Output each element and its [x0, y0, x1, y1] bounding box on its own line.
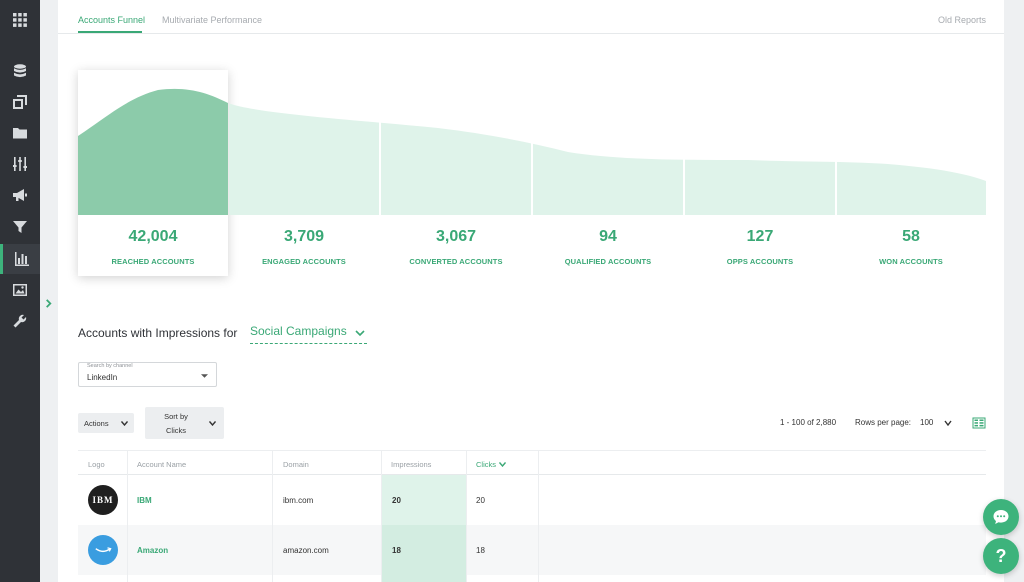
sort-desc-icon — [498, 462, 507, 468]
account-name-link[interactable]: Amazon — [137, 546, 169, 555]
impressions-value: 20 — [392, 496, 401, 505]
stage-value: 3,709 — [283, 228, 325, 245]
stage-engaged[interactable]: 3,709 ENGAGED ACCOUNTS — [229, 228, 379, 266]
actions-button[interactable]: Actions — [78, 413, 134, 433]
column-settings-icon[interactable] — [972, 416, 986, 430]
sliders-icon[interactable] — [0, 149, 40, 179]
chat-button[interactable] — [983, 499, 1019, 535]
stage-value: 94 — [599, 228, 617, 245]
column-header-domain[interactable]: Domain — [283, 460, 309, 469]
tab-bar: Accounts Funnel Multivariate Performance… — [58, 0, 1004, 34]
table-row[interactable]: Amazon amazon.com 18 18 — [78, 525, 986, 575]
account-domain: ibm.com — [283, 496, 314, 505]
column-divider — [127, 450, 128, 582]
funnel-area-chart — [78, 88, 986, 216]
bar-chart-icon[interactable] — [0, 244, 40, 274]
filter-icon[interactable] — [0, 212, 40, 242]
column-header-account-name[interactable]: Account Name — [137, 460, 187, 469]
caret-down-icon — [201, 374, 208, 378]
tab-accounts-funnel[interactable]: Accounts Funnel — [78, 15, 146, 25]
channel-select-caption: Search by channel — [87, 363, 133, 369]
clicks-value: 18 — [476, 546, 485, 555]
table-row[interactable]: IBM IBM ibm.com 20 20 — [78, 475, 986, 525]
sidebar — [0, 0, 40, 582]
channel-select[interactable]: Search by channel LinkedIn — [78, 362, 217, 387]
stage-label: QUALIFIED ACCOUNTS — [564, 257, 652, 266]
stage-value: 42,004 — [128, 228, 178, 245]
stage-label: ENGAGED ACCOUNTS — [262, 257, 346, 266]
account-logo-ibm: IBM — [88, 485, 118, 515]
expand-sidebar-chevron-icon[interactable] — [40, 294, 56, 312]
old-reports-link[interactable]: Old Reports — [937, 15, 986, 25]
column-header-logo: Logo — [88, 460, 105, 469]
tab-multivariate-performance[interactable]: Multivariate Performance — [162, 15, 263, 25]
chevron-down-icon[interactable] — [944, 420, 952, 426]
clicks-value: 20 — [476, 496, 485, 505]
column-divider — [538, 450, 539, 582]
stage-label: WON ACCOUNTS — [879, 257, 943, 266]
accounts-funnel: 42,004 REACHED ACCOUNTS 3,709 ENGAGED AC… — [58, 68, 1004, 280]
column-header-clicks-label: Clicks — [476, 460, 496, 469]
stage-value: 127 — [746, 228, 774, 245]
impressions-value: 18 — [392, 546, 401, 555]
stage-divider — [683, 108, 685, 216]
chat-bubble-icon — [993, 510, 1009, 524]
stage-label: CONVERTED ACCOUNTS — [409, 257, 503, 266]
section-title: Accounts with Impressions for — [78, 326, 238, 340]
campaign-selector[interactable]: Social Campaigns — [250, 324, 367, 344]
active-tab-indicator — [78, 31, 142, 33]
column-divider — [272, 450, 273, 582]
stage-won[interactable]: 58 WON ACCOUNTS — [836, 228, 986, 266]
account-domain: amazon.com — [283, 546, 329, 555]
table-header: Logo Account Name Domain Impressions Cli… — [78, 450, 986, 475]
megaphone-icon[interactable] — [0, 180, 40, 210]
pagination-range: 1 - 100 of 2,880 — [780, 418, 837, 427]
image-icon[interactable] — [0, 275, 40, 305]
rows-per-page-label: Rows per page: — [855, 418, 912, 427]
actions-button-label: Actions — [84, 419, 109, 428]
stage-value: 3,067 — [435, 228, 477, 245]
column-divider — [466, 450, 467, 582]
help-button[interactable]: ? — [983, 538, 1019, 574]
chevron-down-icon — [209, 421, 216, 426]
stage-divider — [531, 108, 533, 216]
stage-reached[interactable]: 42,004 REACHED ACCOUNTS — [78, 228, 228, 266]
stage-qualified[interactable]: 94 QUALIFIED ACCOUNTS — [533, 228, 683, 266]
main-panel: Accounts Funnel Multivariate Performance… — [58, 0, 1004, 582]
stage-divider — [835, 108, 837, 216]
database-icon[interactable] — [0, 56, 40, 86]
amazon-smile-icon — [95, 546, 112, 552]
apps-icon[interactable] — [0, 5, 40, 35]
stage-opps[interactable]: 127 OPPS ACCOUNTS — [685, 228, 835, 266]
stage-label: REACHED ACCOUNTS — [111, 257, 195, 266]
impressions-column-highlight — [381, 525, 466, 582]
folder-icon[interactable] — [0, 118, 40, 148]
funnel-area-unselected — [229, 103, 986, 215]
sort-by-button[interactable]: Sort by Clicks — [145, 407, 224, 439]
channel-select-value: LinkedIn — [87, 373, 118, 382]
account-name-link[interactable]: IBM — [137, 496, 152, 505]
layers-icon[interactable] — [0, 87, 40, 117]
funnel-area-selected — [78, 88, 228, 215]
column-header-impressions[interactable]: Impressions — [391, 460, 432, 469]
account-logo-amazon — [88, 535, 118, 565]
chevron-down-icon — [121, 421, 128, 426]
sort-by-value: Clicks — [166, 426, 186, 435]
campaign-selector-value: Social Campaigns — [250, 324, 347, 338]
stage-value: 58 — [902, 228, 920, 245]
stage-divider — [379, 108, 381, 216]
question-mark-icon: ? — [995, 545, 1007, 566]
rows-per-page-select[interactable]: 100 — [920, 418, 934, 427]
wrench-icon[interactable] — [0, 306, 40, 336]
stage-converted[interactable]: 3,067 CONVERTED ACCOUNTS — [381, 228, 531, 266]
stage-label: OPPS ACCOUNTS — [726, 257, 794, 266]
sort-by-label: Sort by — [164, 412, 188, 421]
column-divider — [381, 450, 382, 582]
column-header-clicks[interactable]: Clicks — [476, 460, 507, 469]
chevron-down-icon — [355, 330, 365, 337]
